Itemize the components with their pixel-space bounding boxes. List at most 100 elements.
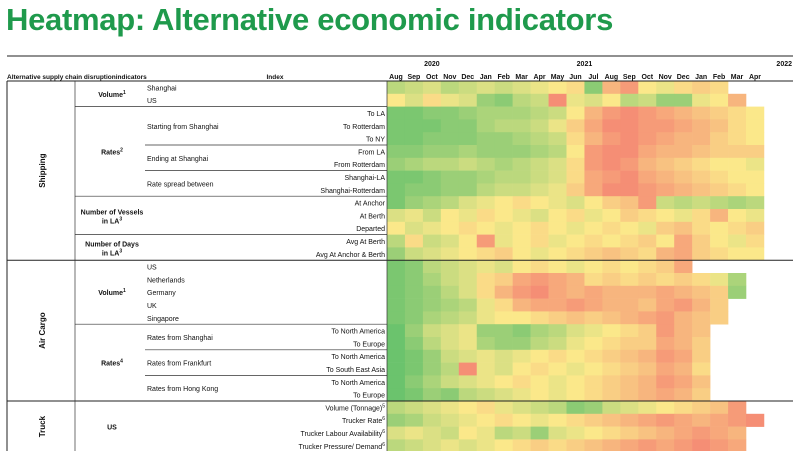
row-label: To Europe — [353, 393, 385, 400]
heatmap-cell — [746, 132, 765, 146]
heatmap-cell — [422, 439, 442, 451]
heatmap-cell — [584, 413, 603, 427]
heatmap-cell — [476, 93, 495, 107]
month-label: Dec — [461, 74, 474, 81]
heatmap-cell — [387, 145, 406, 159]
heatmap-cell — [566, 81, 585, 95]
heatmap-cell — [584, 362, 603, 376]
heatmap-cell — [548, 401, 567, 415]
heatmap-cell — [620, 311, 639, 325]
heatmap-cell — [728, 132, 747, 146]
month-label: Mar — [515, 74, 528, 81]
subgroup-label: Starting from Shanghai — [147, 124, 219, 131]
heatmap-cell — [530, 145, 549, 159]
month-label: Dec — [677, 74, 690, 81]
heatmap-cell — [566, 145, 585, 159]
heatmap-cell — [404, 81, 424, 95]
subgroup-label: Netherlands — [147, 277, 185, 284]
heatmap-cell — [422, 273, 442, 287]
heatmap-cell — [512, 388, 531, 402]
heatmap-cell — [638, 362, 657, 376]
heatmap-cell — [476, 273, 495, 287]
heatmap-cell — [656, 375, 675, 389]
heatmap-cell — [387, 285, 406, 299]
heatmap-cell — [422, 362, 442, 376]
heatmap-cell — [620, 247, 639, 261]
heatmap-cell — [548, 196, 567, 210]
heatmap-cell — [602, 426, 621, 440]
heatmap-cell — [512, 337, 531, 351]
heatmap-cell — [566, 285, 585, 299]
heatmap-cell — [476, 106, 495, 120]
heatmap-cell — [404, 183, 424, 197]
heatmap-cell — [692, 273, 711, 287]
group-label: Rates4 — [101, 359, 123, 368]
heatmap-cell — [440, 157, 460, 171]
heatmap-cell — [512, 119, 531, 133]
heatmap-cell — [620, 285, 639, 299]
heatmap-cell — [710, 426, 729, 440]
heatmap-cell — [620, 106, 639, 120]
heatmap-cell — [656, 439, 675, 451]
heatmap-cell — [404, 439, 424, 451]
month-label: Jun — [569, 74, 581, 81]
group-label: Number of Vessels — [81, 209, 144, 216]
heatmap-cell — [404, 93, 424, 107]
heatmap-cell — [656, 81, 675, 95]
heatmap-cell — [458, 93, 478, 107]
heatmap-cell — [584, 260, 603, 274]
heatmap-cell — [692, 375, 711, 389]
heatmap-cell — [746, 196, 765, 210]
heatmap-cell — [584, 311, 603, 325]
subgroup-label: Singapore — [147, 316, 179, 323]
heatmap-cell — [692, 298, 711, 312]
row-label: To LA — [367, 111, 385, 118]
heatmap-cell — [692, 183, 711, 197]
heatmap-cell — [620, 413, 639, 427]
heatmap-cell — [548, 157, 567, 171]
heatmap-cell — [458, 273, 478, 287]
heatmap-cell — [404, 413, 424, 427]
heatmap-cell — [728, 183, 747, 197]
heatmap-cell — [638, 311, 657, 325]
heatmap-cell — [404, 145, 424, 159]
heatmap-cell — [620, 260, 639, 274]
heatmap-cell — [476, 260, 495, 274]
heatmap-cell — [512, 298, 531, 312]
group-label: Volume1 — [98, 90, 126, 99]
heatmap-cell — [422, 401, 442, 415]
heatmap-cell — [710, 413, 729, 427]
heatmap-cell — [548, 388, 567, 402]
heatmap-cell — [530, 106, 549, 120]
heatmap-cell — [458, 324, 478, 338]
footnote-marker: 6 — [382, 442, 385, 448]
heatmap-cell — [692, 439, 711, 451]
heatmap-cell — [584, 349, 603, 363]
heatmap-cell — [674, 298, 693, 312]
heatmap-cell — [440, 375, 460, 389]
heatmap-cell — [602, 388, 621, 402]
heatmap-cell — [530, 260, 549, 274]
header-index-label: Index — [267, 74, 284, 81]
heatmap-cell — [692, 81, 711, 95]
heatmap-cell — [387, 413, 406, 427]
heatmap-cell — [584, 196, 603, 210]
heatmap-cell — [674, 285, 693, 299]
heatmap-cell — [692, 145, 711, 159]
heatmap-cell — [584, 401, 603, 415]
heatmap-cell — [584, 298, 603, 312]
heatmap-cell — [620, 401, 639, 415]
month-label: May — [551, 74, 565, 81]
heatmap-cell — [530, 388, 549, 402]
heatmap-cell — [584, 375, 603, 389]
heatmap-cell — [620, 170, 639, 184]
heatmap-cell — [512, 106, 531, 120]
heatmap-cell — [404, 273, 424, 287]
heatmap-cell — [548, 413, 567, 427]
heatmap-cell — [746, 157, 765, 171]
heatmap-cell — [387, 388, 406, 402]
heatmap-cell — [674, 375, 693, 389]
heatmap-cell — [440, 183, 460, 197]
heatmap-cell — [458, 234, 478, 248]
heatmap-cell — [584, 285, 603, 299]
